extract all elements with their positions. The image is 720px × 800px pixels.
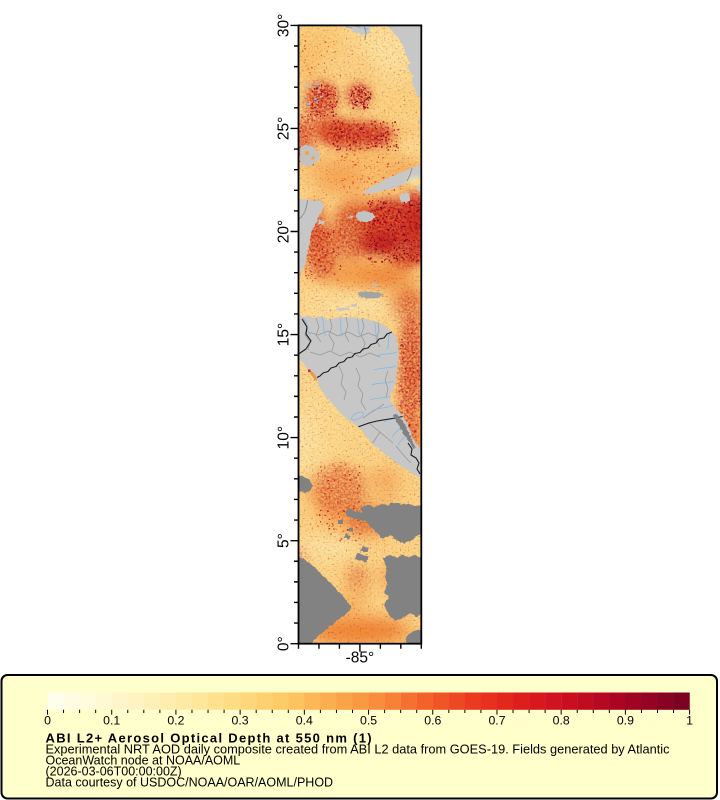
svg-text:OceanWatch node at NOAA/AOML: OceanWatch node at NOAA/AOML <box>46 754 241 768</box>
svg-text:0.5: 0.5 <box>360 714 377 728</box>
svg-text:0.7: 0.7 <box>488 714 505 728</box>
svg-text:0.2: 0.2 <box>167 714 184 728</box>
svg-text:15°: 15° <box>276 323 293 346</box>
svg-text:0: 0 <box>44 714 51 728</box>
svg-text:1: 1 <box>686 714 693 728</box>
svg-text:10°: 10° <box>276 426 293 449</box>
svg-text:0°: 0° <box>276 636 293 651</box>
svg-text:25°: 25° <box>276 117 293 140</box>
svg-text:5°: 5° <box>276 533 293 548</box>
svg-text:20°: 20° <box>276 220 293 243</box>
svg-text:-85°: -85° <box>346 650 375 667</box>
svg-text:(2026-03-06T00:00:00Z): (2026-03-06T00:00:00Z) <box>46 765 182 779</box>
svg-text:0.8: 0.8 <box>553 714 570 728</box>
svg-text:0.4: 0.4 <box>296 714 313 728</box>
svg-text:30°: 30° <box>276 14 293 37</box>
svg-text:0.1: 0.1 <box>103 714 120 728</box>
svg-text:0.6: 0.6 <box>424 714 441 728</box>
svg-text:ABI L2+ Aerosol Optical Depth: ABI L2+ Aerosol Optical Depth at 550 nm … <box>46 731 373 746</box>
svg-text:Data courtesy of USDOC/NOAA/OA: Data courtesy of USDOC/NOAA/OAR/AOML/PHO… <box>46 776 334 790</box>
svg-text:0.3: 0.3 <box>232 714 249 728</box>
svg-text:0.9: 0.9 <box>617 714 634 728</box>
svg-text:Experimental NRT AOD daily com: Experimental NRT AOD daily composite cre… <box>46 742 671 757</box>
